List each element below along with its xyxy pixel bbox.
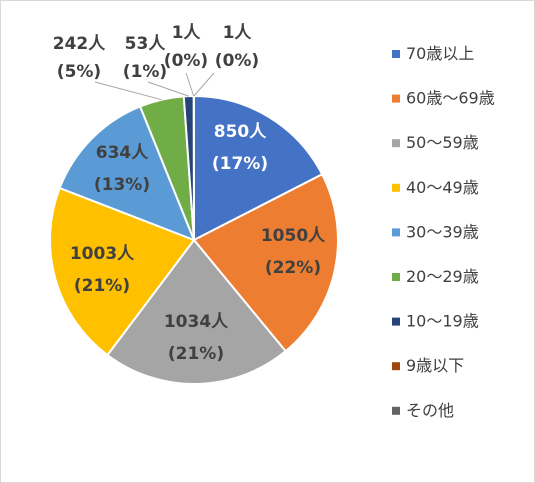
legend-label: 40〜49歳 [406, 178, 479, 197]
legend-swatch [392, 228, 400, 237]
legend-label: 60歳〜69歳 [406, 89, 495, 108]
legend-label: 10〜19歳 [406, 312, 479, 331]
pie-slices [49, 94, 339, 385]
legend-swatch [392, 50, 400, 58]
data-label-percent: (21%) [168, 344, 224, 364]
legend-swatch [392, 94, 400, 103]
leader-lines [94, 72, 215, 101]
legend: 70歳以上 60歳〜69歳 50〜59歳 40〜49歳 30〜39歳 20〜29歳 10〜1… [392, 44, 495, 420]
data-label-percent: (13%) [94, 175, 150, 195]
leader-line [94, 81, 162, 101]
legend-label: 50〜59歳 [406, 133, 479, 152]
leader-line [193, 72, 215, 97]
data-label-percent: (5%) [57, 62, 101, 82]
data-label-count: 850人 [214, 122, 267, 142]
leader-line [147, 81, 189, 97]
data-label-count: 634人 [96, 143, 149, 163]
data-label-percent: (1%) [123, 62, 167, 82]
legend-swatch [392, 406, 400, 415]
data-label-count: 1003人 [70, 244, 135, 264]
legend-label: 70歳以上 [406, 44, 474, 63]
pie-slice [193, 94, 324, 242]
data-label-percent: (17%) [212, 154, 268, 174]
data-label-percent: (21%) [74, 276, 130, 296]
data-label-count: 1人 [172, 23, 202, 43]
pie-slice [58, 105, 196, 242]
data-label-count: 53人 [125, 34, 167, 54]
data-label-percent: (0%) [215, 51, 259, 71]
legend-swatch [392, 273, 400, 281]
legend-label: 9歳以下 [406, 356, 464, 375]
pie-slice [49, 186, 196, 357]
data-label-count: 1人 [223, 23, 253, 43]
legend-swatch [392, 317, 400, 326]
data-label-count: 1050人 [261, 226, 326, 246]
legend-swatch [392, 362, 400, 371]
data-label-percent: (0%) [164, 51, 208, 71]
pie-slice [192, 172, 339, 353]
data-label-count: 242人 [53, 34, 106, 54]
legend-swatch [392, 139, 400, 148]
pie-slice [105, 238, 287, 385]
legend-label: 20〜29歳 [406, 267, 479, 286]
legend-swatch [392, 183, 400, 192]
data-label-count: 1034人 [164, 312, 229, 332]
data-labels: 850人 (17%) 1050人 (22%) 1034人 (21%) 1003人 (21%) 6… [53, 23, 326, 364]
leader-line [185, 72, 195, 97]
legend-label: 30〜39歳 [406, 222, 479, 241]
legend-label: その他 [406, 401, 454, 420]
data-label-percent: (22%) [265, 258, 321, 278]
